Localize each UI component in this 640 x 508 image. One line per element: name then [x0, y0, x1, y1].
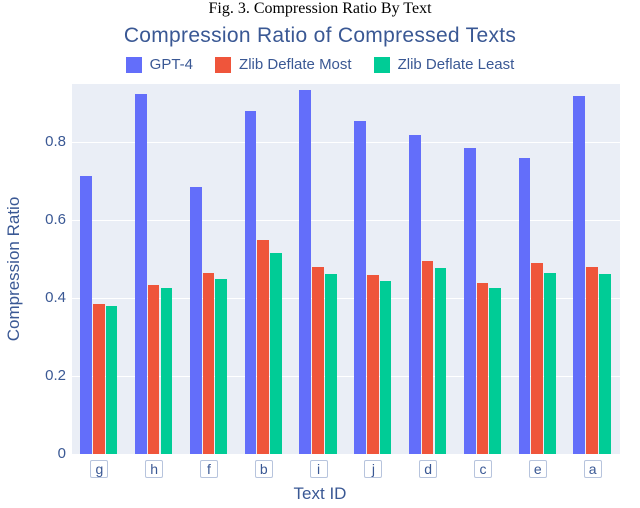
legend-label: Zlib Deflate Most	[239, 56, 352, 73]
legend-item[interactable]: GPT-4	[126, 56, 193, 73]
bar	[245, 111, 257, 454]
legend-swatch	[374, 57, 390, 73]
bars-layer	[72, 84, 620, 454]
legend-label: GPT-4	[150, 56, 193, 73]
bar	[190, 187, 202, 454]
bar	[148, 285, 160, 454]
x-tick-label: h	[145, 460, 163, 478]
bar	[80, 176, 92, 454]
x-tick-label: i	[310, 460, 328, 478]
x-tick-label: d	[419, 460, 437, 478]
x-tick-label: g	[90, 460, 108, 478]
bar	[203, 273, 215, 454]
figure-caption: Fig. 3. Compression Ratio By Text	[0, 0, 640, 18]
bar	[477, 283, 489, 454]
bar	[380, 281, 392, 454]
bar	[464, 148, 476, 454]
y-tick-label: 0.2	[26, 367, 66, 384]
bar	[312, 267, 324, 454]
bar	[422, 261, 434, 454]
bar	[573, 96, 585, 454]
x-tick-label: b	[255, 460, 273, 478]
bar	[325, 274, 337, 454]
y-tick-label: 0.6	[26, 211, 66, 228]
bar	[215, 279, 227, 454]
bar	[135, 94, 147, 454]
y-tick-label: 0.8	[26, 133, 66, 150]
y-axis-label: Compression Ratio	[4, 197, 24, 342]
legend-label: Zlib Deflate Least	[398, 56, 515, 73]
bar	[106, 306, 118, 454]
bar	[354, 121, 366, 454]
legend-swatch	[215, 57, 231, 73]
gridline	[72, 454, 620, 455]
bar	[519, 158, 531, 454]
chart-legend: GPT-4 Zlib Deflate Most Zlib Deflate Least	[0, 56, 640, 73]
bar	[544, 273, 556, 454]
x-tick-label: a	[584, 460, 602, 478]
figure-root: Fig. 3. Compression Ratio By Text Compre…	[0, 0, 640, 508]
bar	[299, 90, 311, 454]
bar	[161, 288, 173, 454]
chart-title: Compression Ratio of Compressed Texts	[0, 24, 640, 48]
legend-item[interactable]: Zlib Deflate Most	[215, 56, 352, 73]
y-tick-label: 0	[26, 445, 66, 462]
x-tick-label: e	[529, 460, 547, 478]
x-axis-label: Text ID	[0, 484, 640, 504]
bar	[367, 275, 379, 454]
x-tick-label: j	[364, 460, 382, 478]
bar	[599, 274, 611, 454]
bar	[435, 268, 447, 454]
bar	[93, 304, 105, 454]
legend-swatch	[126, 57, 142, 73]
bar	[270, 253, 282, 454]
bar	[531, 263, 543, 454]
legend-item[interactable]: Zlib Deflate Least	[374, 56, 515, 73]
bar	[586, 267, 598, 454]
y-tick-label: 0.4	[26, 289, 66, 306]
bar	[489, 288, 501, 454]
x-tick-label: c	[474, 460, 492, 478]
plot-area	[72, 84, 620, 454]
bar	[257, 240, 269, 454]
y-axis-label-wrap: Compression Ratio	[4, 84, 24, 454]
bar	[409, 135, 421, 454]
x-tick-label: f	[200, 460, 218, 478]
